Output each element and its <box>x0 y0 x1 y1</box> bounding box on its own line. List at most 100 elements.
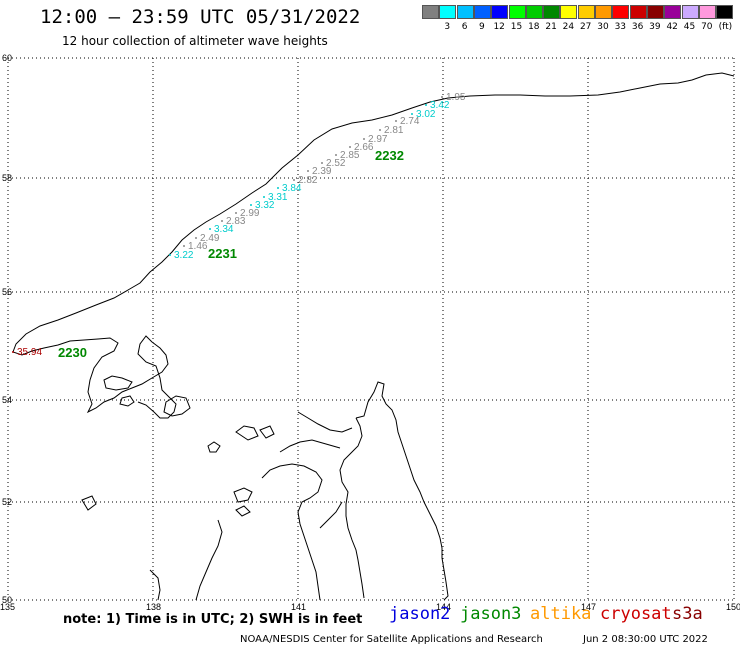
track-dot <box>307 170 309 172</box>
lon-label: 147 <box>581 602 596 612</box>
scale-label: 12 <box>493 22 505 32</box>
observation-value: 2.74 <box>400 116 420 127</box>
sakhalin-island <box>339 381 449 601</box>
observation-value: 3.32 <box>255 200 275 211</box>
small-island-d <box>235 425 259 441</box>
scale-label: 3 <box>444 22 451 32</box>
track-dot <box>363 138 365 140</box>
track-dot <box>221 220 223 222</box>
scale-swatch <box>577 5 595 19</box>
scale-swatch <box>473 5 491 19</box>
lat-label: 56 <box>2 287 12 297</box>
lon-label: 135 <box>0 602 15 612</box>
satellite-altika: altika <box>530 604 592 624</box>
scale-swatch <box>698 5 716 19</box>
observation-value: 2.52 <box>326 158 346 169</box>
scale-swatch <box>525 5 543 19</box>
mainland-coastline <box>12 72 735 419</box>
track-dot <box>379 129 381 131</box>
observation-value: 2.82 <box>298 175 318 186</box>
observation-value: 2.39 <box>312 166 332 177</box>
track-time-label: 2231 <box>208 246 237 261</box>
observation-value: 35.94 <box>17 347 42 358</box>
page-title: 12:00 – 23:59 UTC 05/31/2022 <box>40 6 361 28</box>
scale-label: 15 <box>510 22 523 32</box>
track-dot <box>321 162 323 164</box>
amur-estuary <box>261 463 323 601</box>
lon-label: 138 <box>146 602 161 612</box>
satellite-jason3: jason3 <box>460 604 522 624</box>
observation-value: 3.42 <box>430 100 450 111</box>
observation-value: 2.99 <box>240 208 260 219</box>
track-dot <box>263 196 265 198</box>
scale-swatch <box>508 5 526 19</box>
scale-swatch <box>716 5 734 19</box>
track-dot <box>349 146 351 148</box>
scale-swatch <box>681 5 699 19</box>
small-island-b <box>163 395 191 417</box>
scale-unit: (ft) <box>718 22 733 32</box>
scale-label: 27 <box>579 22 592 32</box>
track-dot <box>209 228 211 230</box>
small-island-h <box>81 495 97 511</box>
lat-label: 58 <box>2 173 12 183</box>
lon-label: 144 <box>436 602 451 612</box>
river-segment <box>279 411 353 529</box>
track-dot <box>411 113 413 115</box>
coastlines <box>12 72 735 601</box>
observation-value: 2.83 <box>226 216 246 227</box>
credit-text: NOAA/NESDIS Center for Satellite Applica… <box>240 634 543 645</box>
satellite-jason2: jason2 <box>389 604 451 624</box>
scale-label: 6 <box>461 22 468 32</box>
track-dot <box>277 187 279 189</box>
track-dot <box>250 204 252 206</box>
track-dot <box>425 104 427 106</box>
mainland-south <box>149 519 223 601</box>
scale-label: 30 <box>597 22 609 32</box>
small-island-g <box>235 505 251 517</box>
generation-timestamp: Jun 2 08:30:00 UTC 2022 <box>583 634 708 645</box>
scale-swatch <box>422 5 439 19</box>
scale-label: 39 <box>649 22 661 32</box>
track-time-labels: 2230 2231 2232 <box>58 148 404 360</box>
observation-value: 2.97 <box>368 134 388 145</box>
shantar-island <box>103 375 133 391</box>
observation-value: 2.81 <box>384 125 404 136</box>
observation-value: 3.02 <box>416 109 436 120</box>
observation-value: 3.84 <box>282 183 302 194</box>
scale-label: 45 <box>683 22 696 32</box>
scale-label: 18 <box>528 22 540 32</box>
scale-label: 24 <box>562 22 575 32</box>
scale-label: 9 <box>479 22 485 32</box>
lat-label: 50 <box>2 595 12 605</box>
track-dot <box>335 154 337 156</box>
observation-value: 2.85 <box>340 150 360 161</box>
footer-note: note: 1) Time is in UTC; 2) SWH is in fe… <box>63 612 363 627</box>
track-dot <box>169 254 171 256</box>
scale-swatch <box>646 5 664 19</box>
observation-value: 3.31 <box>268 192 288 203</box>
lon-label: 141 <box>291 602 306 612</box>
track-dot <box>293 179 295 181</box>
scale-label: 36 <box>631 22 644 32</box>
track-time-label: 2230 <box>58 345 87 360</box>
track-dot <box>441 96 443 98</box>
scale-swatch <box>439 5 457 19</box>
small-island-f <box>233 487 253 503</box>
observation-value: 1.95 <box>446 92 466 103</box>
track-dot <box>395 120 397 122</box>
small-island-e <box>259 425 275 439</box>
track-dot <box>195 237 197 239</box>
lat-label: 54 <box>2 395 12 405</box>
track-time-label: 2232 <box>375 148 404 163</box>
lat-label: 52 <box>2 497 12 507</box>
observation-value: 3.34 <box>214 224 234 235</box>
scale-label: 33 <box>614 22 627 32</box>
scale-swatch <box>629 5 647 19</box>
observation-value: 2.66 <box>354 142 374 153</box>
map-frame <box>7 57 735 601</box>
satellite-cryosat: cryosat <box>600 604 672 624</box>
track-dot <box>12 351 14 353</box>
small-island-a <box>119 395 135 407</box>
observation-value: 1.46 <box>188 241 208 252</box>
